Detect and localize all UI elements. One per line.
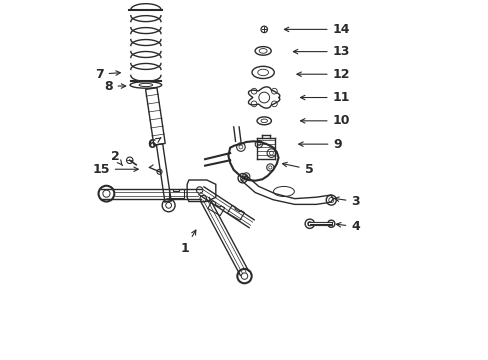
Text: 6: 6: [147, 138, 161, 150]
Text: 2: 2: [111, 150, 122, 166]
Text: 9: 9: [298, 138, 341, 150]
Text: 11: 11: [300, 91, 349, 104]
Text: 10: 10: [300, 114, 349, 127]
Text: 1: 1: [181, 230, 196, 255]
Text: 3: 3: [334, 195, 359, 208]
Text: 15: 15: [92, 163, 138, 176]
Text: 8: 8: [104, 80, 125, 93]
Text: 7: 7: [95, 68, 120, 81]
Text: 12: 12: [296, 68, 349, 81]
Text: 13: 13: [293, 45, 349, 58]
Text: 5: 5: [282, 162, 313, 176]
Text: 4: 4: [336, 220, 359, 233]
Text: 14: 14: [284, 23, 349, 36]
